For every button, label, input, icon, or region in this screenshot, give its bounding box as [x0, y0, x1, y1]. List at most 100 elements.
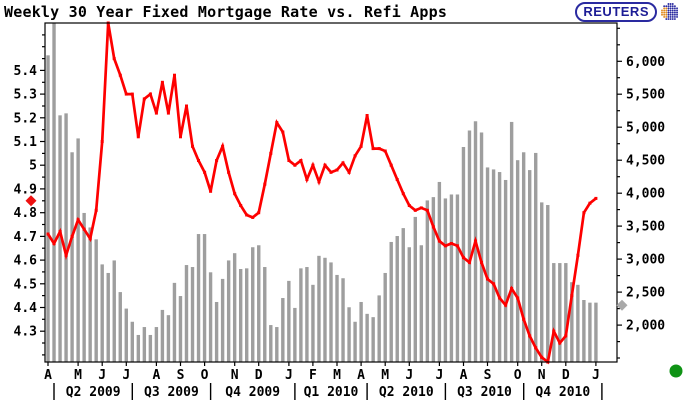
rate-line-point	[395, 178, 399, 181]
rate-line-point	[52, 242, 56, 245]
refi-bar	[238, 269, 243, 362]
rate-line-point	[510, 287, 514, 290]
rate-line-point	[173, 73, 176, 77]
rate-line-point	[413, 208, 417, 212]
rate-line-point	[492, 282, 496, 286]
month-label: J	[285, 368, 293, 383]
refi-bar	[329, 262, 333, 362]
refi-bar	[540, 202, 544, 362]
right-axis-label: 6,000	[626, 55, 665, 70]
rate-line-point	[365, 114, 369, 117]
rate-line-point	[70, 234, 74, 238]
right-axis-label: 3,000	[626, 253, 665, 268]
left-axis-label: 4.4	[14, 301, 38, 316]
globe-dot	[673, 9, 676, 12]
refi-bar	[82, 212, 86, 362]
globe-dot	[676, 13, 678, 16]
globe-dot	[667, 13, 670, 16]
refi-bar	[130, 321, 135, 362]
rate-line-point	[46, 232, 50, 236]
refi-bar	[521, 152, 526, 362]
rate-line-point	[534, 346, 538, 350]
rate-line-point	[437, 239, 441, 243]
rate-line-point	[528, 334, 532, 338]
left-axis-label: 4.3	[14, 325, 37, 340]
quarter-label: Q4 2010	[535, 385, 590, 400]
refi-bar	[275, 327, 279, 362]
reuters-globe-icon	[661, 3, 678, 20]
month-label: J	[435, 368, 443, 383]
refi-bar	[226, 260, 231, 362]
refi-bar	[220, 278, 225, 362]
month-label: N	[231, 368, 239, 383]
refi-bar	[594, 302, 598, 362]
refi-bar	[46, 55, 50, 362]
rate-line-path	[46, 22, 597, 365]
right-axis-label: 2,000	[626, 319, 665, 334]
rate-line-point	[82, 227, 86, 231]
rate-line-point	[371, 147, 375, 151]
globe-dot	[669, 7, 672, 10]
refi-bar	[148, 334, 153, 362]
refi-bar	[485, 167, 490, 362]
rate-line-point	[329, 170, 333, 174]
globe-dot	[667, 18, 670, 20]
rate-line-point	[124, 92, 128, 96]
refi-bar	[245, 268, 249, 362]
globe-dot	[676, 9, 678, 12]
month-label: J	[592, 368, 600, 383]
refi-bar	[588, 302, 592, 362]
quarter-label: Q2 2010	[379, 385, 434, 400]
green-status-dot	[669, 364, 683, 378]
refi-bar	[461, 146, 466, 362]
globe-dot	[671, 9, 674, 12]
rate-line-point	[341, 161, 345, 165]
refi-bar	[124, 308, 128, 362]
refi-bar	[359, 301, 363, 362]
globe-dot	[671, 13, 674, 16]
globe-dot	[669, 13, 672, 16]
rate-line-point	[359, 144, 363, 148]
globe-dot	[671, 3, 674, 5]
month-label: F	[309, 368, 317, 383]
globe-dot	[669, 5, 672, 8]
globe-dot	[673, 5, 676, 8]
right-axis: 2,000 2,500 3,000 3,500 4,000 4,500 5,000 5,500…	[616, 27, 665, 359]
rate-line-point	[287, 159, 291, 162]
rate-line-point	[564, 334, 568, 338]
rate-line-point	[594, 196, 598, 200]
rate-line-point	[347, 170, 351, 174]
rate-line-point	[401, 192, 405, 196]
refi-bar	[154, 327, 159, 362]
globe-dot	[669, 15, 672, 18]
month-label: J	[122, 368, 130, 383]
rate-line-point	[257, 211, 261, 215]
globe-dot	[665, 13, 668, 16]
month-label: D	[255, 368, 263, 383]
refi-bar	[570, 282, 574, 362]
rate-line-point	[449, 242, 453, 245]
refi-bar	[184, 265, 189, 362]
refi-bar	[515, 160, 520, 362]
rate-line-point	[136, 135, 140, 139]
refi-bar	[347, 307, 351, 362]
globe-dot	[667, 3, 670, 5]
month-label: J	[405, 368, 413, 383]
rate-line-point	[558, 341, 562, 345]
refi-bar	[263, 267, 267, 362]
globe-dot	[665, 5, 668, 8]
left-axis-label: 5.2	[14, 111, 37, 126]
refi-bar	[269, 325, 273, 362]
globe-dot	[663, 13, 666, 16]
rate-line-point	[455, 244, 459, 248]
refi-bar	[389, 241, 393, 362]
rate-latest-diamond	[25, 195, 37, 207]
refi-bar	[437, 181, 442, 362]
rate-line-point	[486, 277, 489, 281]
rate-line-point	[570, 294, 574, 298]
refi-bar	[576, 284, 580, 362]
rate-line-point	[419, 206, 423, 210]
refi-bar	[190, 267, 195, 362]
globe-dot	[665, 7, 668, 10]
refi-bar	[70, 152, 74, 362]
